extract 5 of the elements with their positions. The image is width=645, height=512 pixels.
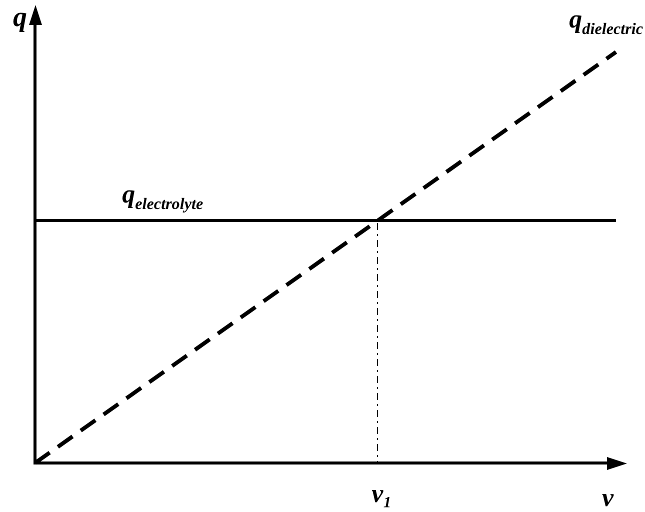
text: v₁ [372, 479, 392, 508]
series-label: q$_{dielectric}$ [569, 4, 643, 38]
y-axis-title: q [13, 2, 27, 33]
x-axis-title: v [602, 483, 614, 512]
series-label: q$_{electrolyte}$ [122, 179, 204, 212]
